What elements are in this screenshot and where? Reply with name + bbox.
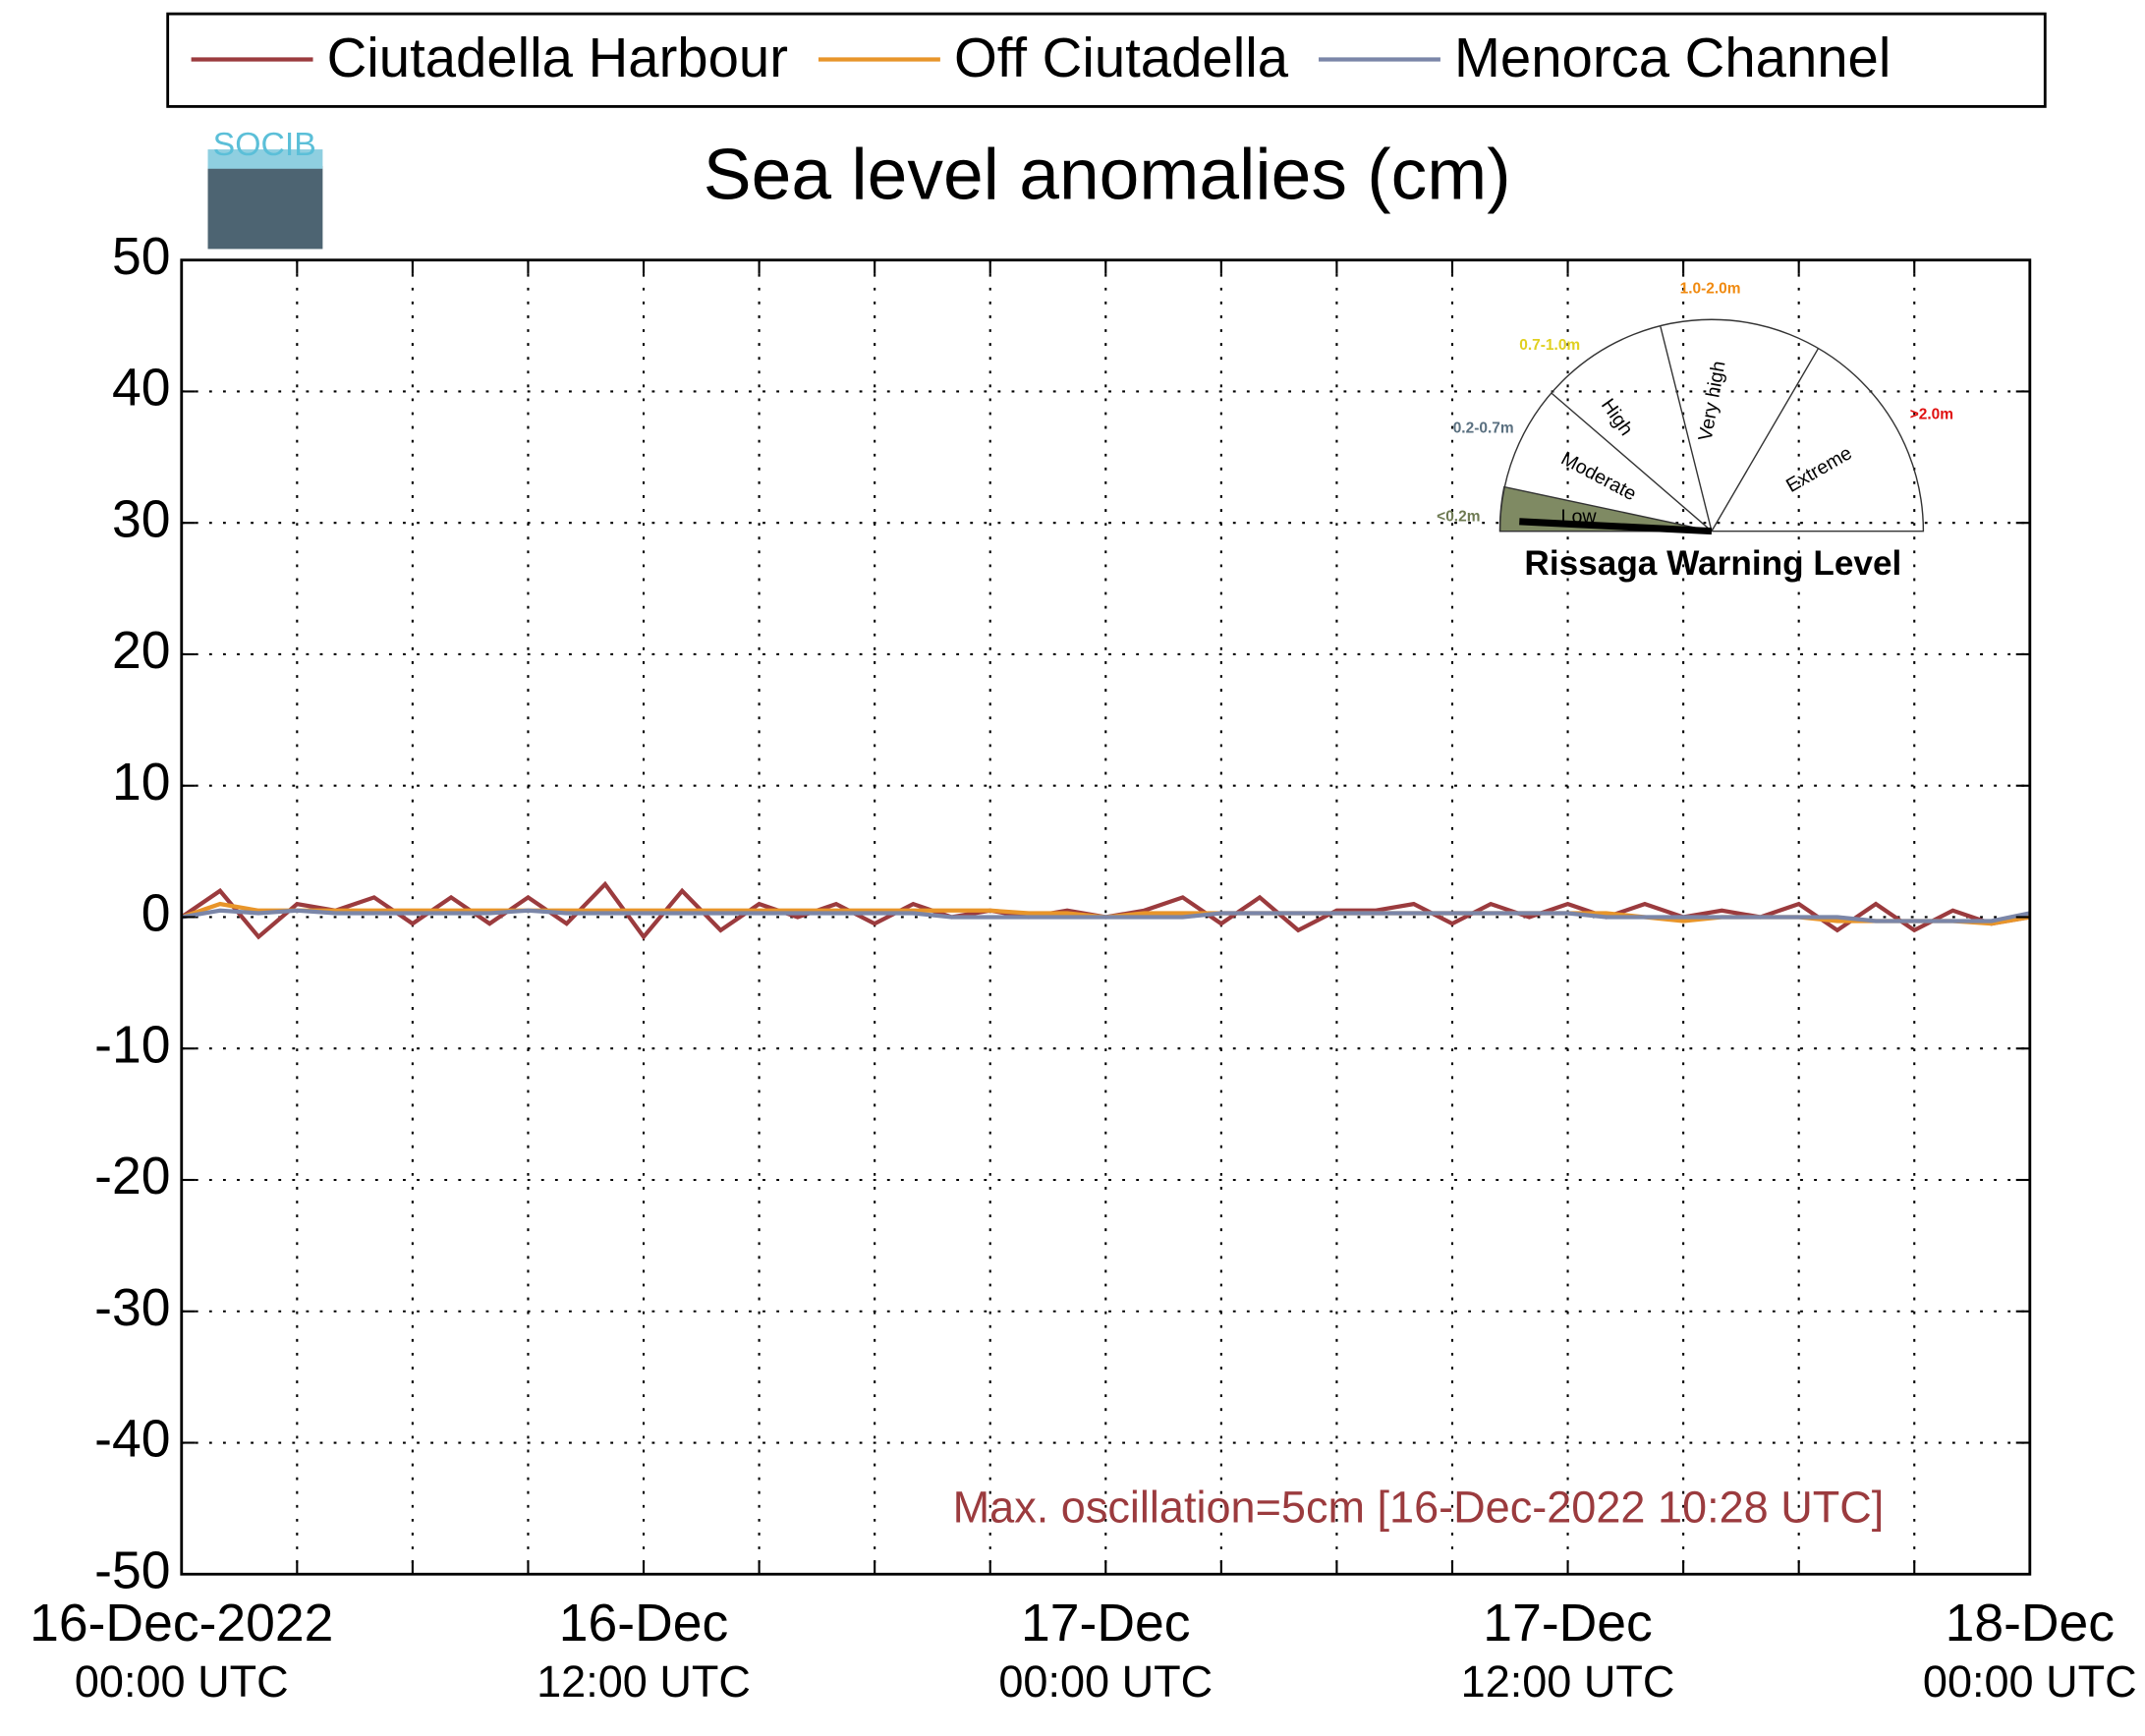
x-tick-label: 00:00 UTC [1923, 1656, 2137, 1707]
y-tick-label: -40 [94, 1411, 170, 1469]
gauge-arc [1498, 318, 1925, 532]
legend: Ciutadella Harbour Off Ciutadella Menorca … [191, 27, 1891, 88]
range-label: 1.0-2.0m [1680, 280, 1741, 297]
x-tick-label: 00:00 UTC [75, 1656, 289, 1707]
y-tick-label: 40 [112, 360, 171, 418]
y-tick-label: 10 [112, 754, 171, 812]
y-tick-label: -10 [94, 1016, 170, 1074]
lines [180, 880, 2031, 940]
range-label: 0.7-1.0m [1519, 337, 1580, 354]
gauge-divider [1660, 326, 1713, 532]
x-tick-label: 16-Dec-2022 [29, 1595, 333, 1652]
logo-band [207, 149, 323, 169]
y-tick-label: -50 [94, 1541, 170, 1599]
chart-title: Sea level anomalies (cm) [704, 134, 1511, 214]
x-tick-label: 17-Dec [1021, 1595, 1190, 1652]
x-tick-label: 16-Dec [559, 1595, 728, 1652]
range-label: <0.2m [1437, 509, 1480, 526]
x-tick-label: 12:00 UTC [536, 1656, 751, 1707]
gauge-title: Rissaga Warning Level [1524, 544, 1901, 583]
range-label: 0.2-0.7m [1453, 420, 1514, 437]
y-tick-label: -20 [94, 1148, 170, 1205]
gauge-needle [1519, 518, 1713, 535]
x-tick-label: 18-Dec [1946, 1595, 2115, 1652]
x-tick-label: 17-Dec [1483, 1595, 1652, 1652]
legend-label: Off Ciutadella [954, 27, 1289, 88]
annotation: Max. oscillation=5cm [16-Dec-2022 10:28 … [953, 1482, 1885, 1532]
legend-label: Ciutadella Harbour [327, 27, 788, 88]
range-label: >2.0m [1910, 406, 1953, 422]
y-tick-label: 30 [112, 490, 171, 548]
level-label: Low [1561, 506, 1598, 528]
x-tick-label: 12:00 UTC [1461, 1656, 1675, 1707]
gauge-divider [1551, 392, 1713, 532]
x-tick-label: 00:00 UTC [998, 1656, 1213, 1707]
logo-block [207, 165, 323, 250]
y-tick-label: 0 [141, 885, 171, 943]
legend-box [166, 12, 2047, 108]
logo-text: SOCIB [213, 126, 316, 163]
y-tick-label: 50 [112, 228, 171, 286]
series-line [181, 908, 2031, 924]
axes: -50-40-30-20-100102030405016-Dec-202200:… [29, 228, 2137, 1707]
y-tick-label: -30 [94, 1279, 170, 1337]
gauge-divider [1711, 348, 1820, 532]
legend-label: Menorca Channel [1454, 27, 1891, 88]
y-tick-label: 20 [112, 622, 171, 680]
logo: SOCIB [207, 126, 323, 250]
